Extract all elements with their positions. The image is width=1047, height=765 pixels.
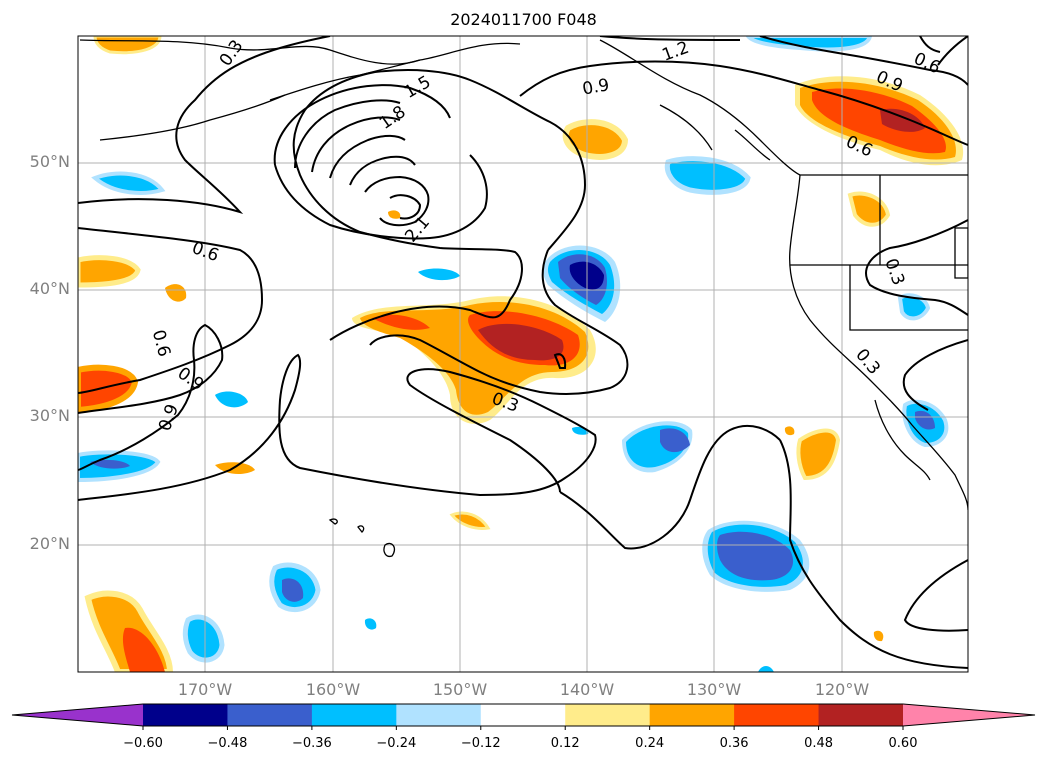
anomaly-patch-sw-corner-core	[122, 627, 165, 672]
latitude-label: 30°N	[29, 406, 70, 425]
shading-layer: 0.3 0.6 0.9 1.2 1.5 1.8 2.1 0.9 0.6 0.9 …	[78, 36, 968, 672]
contour-label: 0.9	[581, 75, 611, 99]
anomaly-patch-negative-small-4	[364, 618, 377, 630]
colorbar-tick-label: −0.24	[376, 736, 417, 751]
colorbar-swatch	[143, 704, 228, 726]
anomaly-patch-negative-140w	[543, 245, 621, 322]
anomaly-patch-pacific-northwest	[795, 76, 964, 166]
anomaly-patch-nevada	[847, 191, 891, 227]
anomaly-patch-negative-subtropics	[622, 421, 693, 473]
anomaly-patch-negative-west-core	[90, 459, 130, 469]
anomaly-patch-negative-small-1	[215, 391, 248, 408]
anomaly-patch-negative-gulf	[664, 156, 751, 195]
anomaly-patch-small-5	[873, 630, 884, 642]
anomaly-patch-gulf-alaska-small	[562, 119, 629, 160]
colorbar-swatch	[311, 704, 397, 726]
anomaly-patch-negative-small-2	[418, 268, 460, 281]
colorbar-swatch	[734, 704, 820, 726]
colorbar-tick-label: 0.12	[550, 736, 580, 751]
longitude-label: 120°W	[814, 680, 870, 699]
contour-layer	[78, 36, 968, 669]
anomaly-patch-small-1	[165, 284, 187, 302]
anomaly-patch-west-edge	[78, 255, 141, 288]
contour-label: 0.3	[216, 36, 248, 70]
anomaly-patch-mexico	[796, 428, 841, 481]
colorbar-swatch	[227, 704, 313, 726]
latitude-label: 40°N	[29, 279, 70, 298]
colorbar-tick-label: −0.12	[460, 736, 501, 751]
anomaly-patch-central-pacific	[352, 296, 596, 424]
anomaly-patch-low-center	[388, 210, 401, 219]
longitude-label: 140°W	[559, 680, 615, 699]
colorbar-swatch	[480, 704, 566, 726]
contour-label: 1.5	[401, 72, 434, 103]
anomaly-patch-small-3	[449, 511, 491, 530]
colorbar-tick-label: −0.36	[291, 736, 332, 751]
colorbar-extension-high	[903, 704, 1035, 726]
anomaly-patch-negative-top	[745, 36, 873, 52]
colorbar-swatch	[396, 704, 482, 726]
colorbar-swatch	[565, 704, 651, 726]
anomaly-patch-west-edge-2	[78, 364, 139, 414]
latitude-label: 20°N	[29, 534, 70, 553]
map-frame	[77, 35, 969, 673]
contour-label: 0.9	[155, 402, 183, 434]
colorbar-tick-label: 0.60	[888, 736, 918, 751]
contour-label: 0.6	[910, 49, 943, 79]
anomaly-patch-negative-small-3	[572, 426, 589, 435]
colorbar	[11, 703, 1036, 730]
anomaly-patch-negative-nw	[91, 171, 166, 195]
anomaly-patch-negative-hawaii-w-core	[282, 578, 304, 602]
contour-label: 0.9	[174, 363, 208, 395]
longitude-label: 170°W	[177, 680, 233, 699]
anomaly-patch-small-4	[784, 426, 795, 436]
longitude-label: 160°W	[305, 680, 361, 699]
colorbar-tick-label: −0.60	[123, 736, 163, 751]
colorbar-tick-label: 0.36	[719, 736, 749, 751]
anomaly-patch-nw-top	[93, 36, 162, 55]
colorbar-extension-low	[12, 704, 143, 726]
colorbar-tick-label: −0.48	[207, 736, 248, 751]
longitude-label: 130°W	[686, 680, 742, 699]
anomaly-patch-negative-south	[702, 520, 810, 592]
anomaly-patch-negative-california	[897, 293, 931, 321]
contour-label: 0.3	[880, 256, 908, 288]
longitude-label: 150°W	[432, 680, 488, 699]
latitude-label: 50°N	[29, 152, 70, 171]
colorbar-tick-label: 0.24	[635, 736, 665, 751]
map-title: 2024011700 F048	[450, 10, 597, 29]
contour-label: 0.6	[148, 328, 174, 359]
colorbar-tick-label: 0.48	[804, 736, 834, 751]
colorbar-swatch	[649, 704, 735, 726]
anomaly-patch-negative-sw	[182, 614, 225, 663]
anomaly-patch-negative-bottom	[758, 666, 774, 672]
anomaly-patch-negative-baja-core	[915, 410, 935, 430]
colorbar-swatch	[818, 704, 904, 726]
contour-label: 0.3	[851, 345, 884, 379]
contour-label: 1.8	[376, 102, 410, 134]
contour-label: 0.6	[189, 238, 221, 266]
